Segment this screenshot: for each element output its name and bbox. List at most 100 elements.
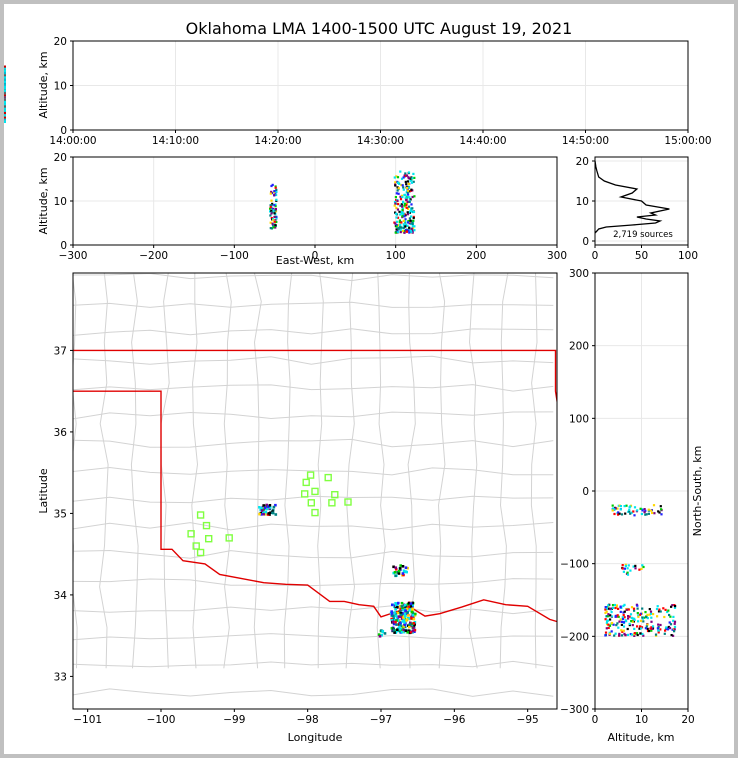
time-height-panel: 14:00:00 14:10:00 14:20:00 14:30:00 14:40:00… <box>4 36 712 147</box>
source-point <box>642 620 645 623</box>
source-point <box>400 183 403 187</box>
source-point <box>608 624 612 627</box>
source-point <box>401 215 404 218</box>
source-point <box>632 510 635 513</box>
source-point <box>394 231 397 234</box>
county-line <box>99 273 109 669</box>
source-point <box>605 621 608 624</box>
source-point <box>623 616 626 619</box>
source-point <box>274 185 277 188</box>
source-point <box>4 67 6 70</box>
source-point <box>401 205 404 208</box>
source-point <box>670 605 673 608</box>
source-point <box>399 611 403 615</box>
source-point <box>407 605 411 609</box>
source-point <box>658 511 661 514</box>
source-point <box>623 632 626 635</box>
plan-view-panel: −101 −100 −99 −98 −97 −96 −95 33 34 35 36 37 Longit… <box>37 272 558 744</box>
source-point <box>673 606 677 609</box>
source-point <box>636 625 639 628</box>
source-point <box>658 608 661 611</box>
source-point <box>401 612 404 615</box>
source-point <box>269 207 272 210</box>
source-point <box>269 192 272 195</box>
source-point <box>273 204 276 207</box>
latitude-tick-label: 35 <box>54 508 67 520</box>
source-point <box>4 80 6 83</box>
lma-station-marker <box>301 490 309 498</box>
source-point <box>649 627 652 630</box>
source-point <box>269 221 272 224</box>
altitude-tick-label: 10 <box>54 81 67 93</box>
source-point <box>406 224 409 227</box>
lma-station-marker <box>328 499 336 507</box>
east-west-tick-label: −200 <box>139 250 168 262</box>
source-point <box>399 605 402 608</box>
source-point <box>411 210 414 214</box>
north-south-tick-label: −200 <box>560 631 589 643</box>
lma-station-marker <box>202 521 211 530</box>
source-point <box>4 103 6 106</box>
source-point <box>639 632 642 635</box>
source-point <box>269 227 272 230</box>
county-line <box>73 495 554 504</box>
source-point <box>395 198 398 202</box>
source-point <box>609 614 612 617</box>
source-point <box>274 208 277 211</box>
east-west-sources <box>269 170 416 234</box>
source-point <box>665 626 668 629</box>
source-point <box>270 217 273 220</box>
source-point <box>397 203 400 206</box>
source-point <box>628 624 631 627</box>
source-point <box>269 511 272 514</box>
source-point <box>622 613 625 617</box>
source-point <box>411 229 414 232</box>
source-point <box>628 510 631 513</box>
source-point <box>644 627 647 630</box>
lma-station-marker <box>311 508 319 517</box>
latitude-tick-label: 37 <box>54 345 67 357</box>
source-point <box>659 610 662 613</box>
county-borders <box>73 273 554 697</box>
time-tick-label: 14:00:00 <box>49 135 96 147</box>
source-point <box>411 629 415 633</box>
source-point <box>411 604 414 607</box>
source-point <box>610 607 613 610</box>
source-point <box>629 505 632 508</box>
altitude-tick-label: 0 <box>60 240 67 252</box>
source-point <box>409 630 413 634</box>
source-point <box>641 632 644 636</box>
source-point <box>611 509 614 512</box>
source-point <box>4 69 6 72</box>
east-west-tick-label: −100 <box>220 250 249 262</box>
source-point <box>273 220 276 223</box>
source-point <box>393 611 396 614</box>
source-point <box>614 606 617 610</box>
source-point <box>4 105 6 108</box>
source-point <box>657 510 660 513</box>
source-point <box>630 616 633 619</box>
source-point <box>650 626 653 629</box>
source-point <box>258 512 261 516</box>
source-point <box>633 514 636 517</box>
source-point <box>402 619 406 622</box>
source-point <box>269 214 272 217</box>
source-point <box>258 506 261 509</box>
county-line <box>73 549 554 559</box>
latitude-tick-label: 36 <box>54 427 68 439</box>
source-point <box>397 231 400 234</box>
source-point <box>636 633 639 637</box>
source-point <box>669 615 672 618</box>
source-point <box>411 222 414 225</box>
histogram-tick-label: 0 <box>592 250 599 262</box>
source-point <box>378 635 382 638</box>
source-point <box>607 623 610 626</box>
county-line <box>73 466 554 476</box>
source-point <box>617 513 620 516</box>
source-point <box>673 625 677 628</box>
figure-svg: Oklahoma LMA 1400-1500 UTC August 19, 20… <box>4 19 712 744</box>
source-point <box>412 617 416 621</box>
source-point <box>271 183 274 186</box>
source-point <box>618 620 621 623</box>
plan-view-xlabel: Longitude <box>288 731 343 744</box>
